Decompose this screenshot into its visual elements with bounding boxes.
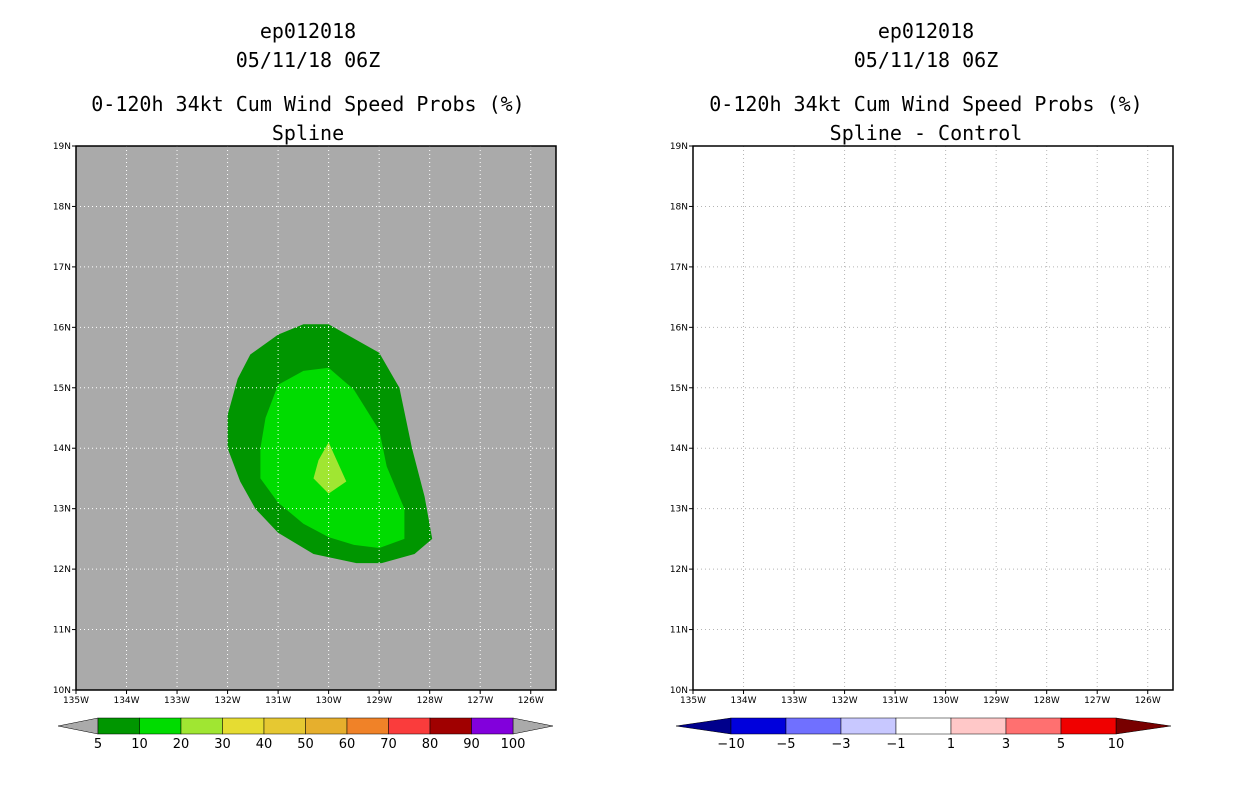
left-colorbar-swatch [471, 717, 514, 735]
right-x-tick-label: 127W [1084, 696, 1110, 706]
left-y-tick-label: 19N [53, 142, 71, 152]
left-colorbar-label: 90 [463, 737, 480, 752]
left-y-tick-label: 10N [53, 686, 71, 696]
left-y-tick-label: 16N [53, 323, 71, 333]
right-y-tick-label: 18N [670, 202, 688, 212]
right-colorbar-swatch [785, 717, 842, 735]
left-x-tick-label: 128W [417, 696, 443, 706]
right-y-tick-label: 14N [670, 444, 688, 454]
right-y-tick-label: 17N [670, 263, 688, 273]
right-x-tick-label: 132W [832, 696, 858, 706]
left-colorbar-swatch [222, 717, 265, 735]
right-plot-background [693, 146, 1173, 690]
right-colorbar-swatch [1005, 717, 1062, 735]
right-colorbar-label: 10 [1108, 737, 1125, 752]
right-colorbar-label: 3 [1002, 737, 1010, 752]
left-x-tick-label: 132W [215, 696, 241, 706]
left-x-tick-label: 135W [63, 696, 89, 706]
left-x-tick-label: 127W [467, 696, 493, 706]
left-colorbar-extend-low [57, 717, 99, 735]
left-x-tick-label: 126W [518, 696, 544, 706]
right-x-tick-label: 126W [1135, 696, 1161, 706]
right-y-tick-label: 16N [670, 323, 688, 333]
right-x-tick-label: 135W [680, 696, 706, 706]
left-colorbar-swatch [305, 717, 348, 735]
right-title-line: 0-120h 34kt Cum Wind Speed Probs (%) [709, 92, 1143, 116]
right-x-tick-label: 128W [1034, 696, 1060, 706]
left-datetime: 05/11/18 06Z [235, 48, 381, 72]
left-colorbar-label: 5 [94, 737, 102, 752]
right-y-tick-label: 13N [670, 505, 688, 515]
left-panel-title: ep012018 05/11/18 06Z 0-120h 34kt Cum Wi… [58, 17, 558, 148]
right-colorbar-extend-high [1115, 717, 1172, 735]
left-y-tick-label: 17N [53, 263, 71, 273]
left-colorbar-label: 80 [422, 737, 439, 752]
left-title-line: 0-120h 34kt Cum Wind Speed Probs (%) [91, 92, 525, 116]
right-x-tick-label: 134W [730, 696, 756, 706]
left-colorbar-swatch [139, 717, 182, 735]
right-colorbar-label: 1 [947, 737, 955, 752]
left-y-tick-label: 11N [53, 626, 71, 636]
left-x-tick-label: 129W [366, 696, 392, 706]
left-colorbar-label: 100 [501, 737, 526, 752]
right-colorbar-label: −1 [886, 737, 905, 752]
right-colorbar-extend-low [675, 717, 732, 735]
left-plot: 135W 134W 133W 132W 131W 130W 129W 128W 127W 126W… [53, 142, 557, 706]
right-x-tick-label: 131W [882, 696, 908, 706]
right-colorbar: −10 −5 −3 −1 1 3 5 10 [675, 717, 1172, 752]
left-colorbar-swatch [388, 717, 431, 735]
right-colorbar-swatch [895, 717, 952, 735]
right-colorbar-label: −3 [831, 737, 850, 752]
left-colorbar-label: 50 [297, 737, 314, 752]
left-colorbar-swatch [180, 717, 223, 735]
right-x-tick-label: 129W [983, 696, 1009, 706]
left-colorbar-label: 20 [173, 737, 190, 752]
right-colorbar-swatch [840, 717, 897, 735]
right-datetime: 05/11/18 06Z [853, 48, 999, 72]
right-storm-id: ep012018 [877, 19, 975, 43]
left-x-tick-label: 130W [316, 696, 342, 706]
right-colorbar-label: −5 [776, 737, 795, 752]
left-colorbar-swatch [429, 717, 472, 735]
left-contour-20 [313, 442, 347, 494]
left-colorbar-label: 40 [256, 737, 273, 752]
right-panel-title: ep012018 05/11/18 06Z 0-120h 34kt Cum Wi… [676, 17, 1176, 148]
left-subtitle: Spline [271, 121, 345, 145]
right-plot-frame [692, 145, 1174, 691]
left-colorbar-extend-high [512, 717, 554, 735]
left-x-tick-label: 134W [113, 696, 139, 706]
left-colorbar-swatch [97, 717, 140, 735]
left-colorbar-label: 30 [214, 737, 231, 752]
right-colorbar-label: 5 [1057, 737, 1065, 752]
left-colorbar-swatch [346, 717, 389, 735]
left-plot-frame [75, 145, 557, 691]
right-colorbar-swatch [950, 717, 1007, 735]
left-y-tick-label: 14N [53, 444, 71, 454]
right-y-tick-label: 11N [670, 626, 688, 636]
right-colorbar-label: −10 [717, 737, 744, 752]
right-y-tick-label: 10N [670, 686, 688, 696]
right-colorbar-swatch [1060, 717, 1117, 735]
right-x-tick-label: 130W [933, 696, 959, 706]
left-colorbar-label: 60 [339, 737, 356, 752]
left-y-tick-label: 13N [53, 505, 71, 515]
left-colorbar-label: 70 [380, 737, 397, 752]
left-y-tick-label: 18N [53, 202, 71, 212]
right-subtitle: Spline - Control [829, 121, 1023, 145]
left-x-tick-label: 133W [164, 696, 190, 706]
right-y-tick-label: 19N [670, 142, 688, 152]
left-x-tick-label: 131W [265, 696, 291, 706]
right-y-tick-label: 15N [670, 384, 688, 394]
right-x-tick-label: 133W [781, 696, 807, 706]
left-colorbar-swatch [263, 717, 306, 735]
right-colorbar-swatch [730, 717, 787, 735]
left-colorbar-label: 10 [131, 737, 148, 752]
right-plot: 135W 134W 133W 132W 131W 130W 129W 128W 127W 126W… [670, 142, 1174, 706]
left-y-tick-label: 12N [53, 565, 71, 575]
left-colorbar: 5 10 20 30 40 50 60 70 80 90 100 [57, 717, 554, 752]
left-storm-id: ep012018 [259, 19, 357, 43]
left-y-tick-label: 15N [53, 384, 71, 394]
right-y-tick-label: 12N [670, 565, 688, 575]
